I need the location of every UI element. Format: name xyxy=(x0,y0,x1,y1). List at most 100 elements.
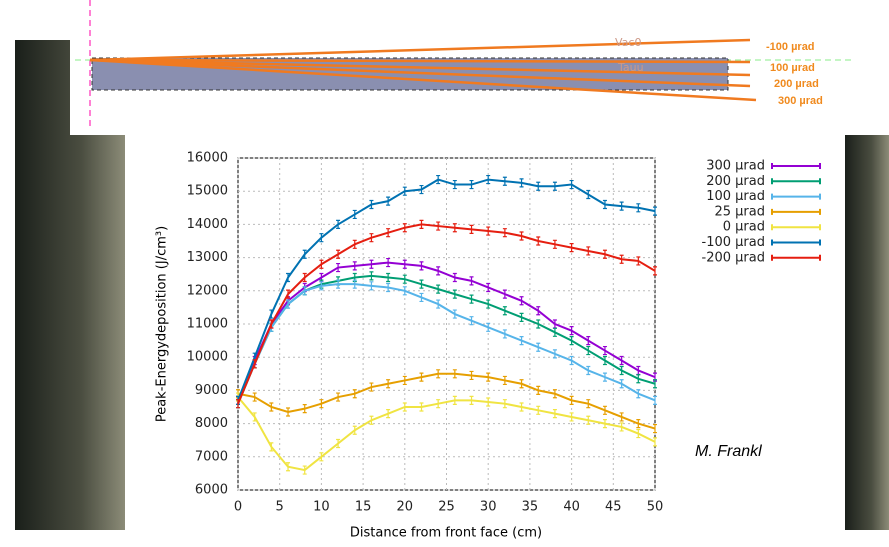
legend-swatch xyxy=(771,254,821,261)
error-bar xyxy=(636,256,641,266)
error-bar xyxy=(419,261,424,271)
error-bar xyxy=(653,423,657,434)
error-bar xyxy=(653,206,657,216)
error-bar xyxy=(569,326,574,336)
error-bar xyxy=(352,425,357,435)
series-line xyxy=(237,396,656,472)
y-tick-label: 11000 xyxy=(187,317,228,332)
error-bar xyxy=(352,209,357,220)
error-bar xyxy=(586,336,591,346)
error-bar xyxy=(469,276,474,286)
error-bar xyxy=(336,219,341,229)
legend-swatch xyxy=(771,178,821,185)
x-axis-title: Distance from front face (cm) xyxy=(350,526,542,541)
error-bar xyxy=(302,286,307,296)
y-tick-label: 6000 xyxy=(195,483,228,498)
error-bar xyxy=(569,336,574,346)
error-bar xyxy=(252,392,257,402)
error-bar xyxy=(653,379,657,389)
vacuum-label: Vac0 xyxy=(615,36,641,49)
error-bar xyxy=(386,409,391,419)
error-bar xyxy=(336,279,341,289)
error-bar xyxy=(436,299,441,309)
error-bar xyxy=(419,184,424,195)
y-tick-label: 8000 xyxy=(195,416,228,431)
error-bar xyxy=(386,272,391,283)
error-bar xyxy=(602,199,607,210)
error-bar xyxy=(502,375,507,386)
y-tick-label: 13000 xyxy=(187,250,228,265)
error-bar xyxy=(319,259,324,269)
x-tick-label: 30 xyxy=(480,500,497,515)
x-tick-label: 5 xyxy=(276,500,284,515)
legend-swatch xyxy=(771,163,821,169)
beam-label: 100 µrad xyxy=(770,62,815,74)
error-bar xyxy=(636,428,641,439)
error-bar xyxy=(386,228,391,238)
error-bar xyxy=(602,405,607,415)
error-bar xyxy=(502,399,507,409)
error-bar xyxy=(369,415,374,425)
error-bar xyxy=(619,412,624,422)
error-bar xyxy=(569,395,574,405)
legend-label: 200 µrad xyxy=(706,174,765,189)
legend-label: 100 µrad xyxy=(706,189,765,204)
error-bar xyxy=(386,196,391,206)
error-bar xyxy=(452,223,457,233)
error-bar xyxy=(252,359,257,369)
error-bar xyxy=(552,327,557,337)
error-bar xyxy=(402,223,407,233)
x-tick-label: 40 xyxy=(563,500,580,515)
error-bar xyxy=(586,415,591,425)
error-bar xyxy=(636,389,641,399)
error-bar xyxy=(402,286,407,296)
error-bar xyxy=(419,292,424,303)
y-tick-label: 9000 xyxy=(195,383,228,398)
error-bar xyxy=(302,272,307,283)
error-bar xyxy=(236,399,240,409)
y-axis-title: Peak-Energydeposition (J/cm³) xyxy=(155,226,170,422)
error-bar xyxy=(653,437,657,447)
x-tick-label: 15 xyxy=(355,500,372,515)
error-bar xyxy=(386,257,391,268)
credit: M. Frankl xyxy=(695,443,762,460)
error-bar xyxy=(452,309,457,319)
error-bar xyxy=(302,465,307,475)
error-bar xyxy=(502,176,507,186)
error-bar xyxy=(619,355,624,366)
error-bar xyxy=(436,369,441,379)
x-tick-label: 10 xyxy=(313,500,330,515)
error-bar xyxy=(586,246,591,256)
error-bar xyxy=(386,379,391,389)
error-bar xyxy=(602,345,607,356)
error-bar xyxy=(469,370,474,381)
error-bar xyxy=(286,407,291,417)
error-bar xyxy=(369,233,374,243)
error-bar xyxy=(386,282,391,293)
legend-label: -200 µrad xyxy=(702,250,765,265)
error-bar xyxy=(402,375,407,386)
series-line xyxy=(237,372,656,430)
error-bar xyxy=(486,322,491,332)
error-bar xyxy=(352,239,357,249)
legend-swatch xyxy=(771,193,821,200)
x-tick-label: 50 xyxy=(647,500,664,515)
error-bar xyxy=(619,379,624,389)
error-bar xyxy=(469,224,474,234)
error-bar xyxy=(402,259,407,269)
error-bar xyxy=(586,399,591,409)
error-bar xyxy=(552,389,557,399)
error-bar xyxy=(269,309,274,319)
error-bar xyxy=(286,289,291,299)
series-line xyxy=(237,261,656,401)
error-bar xyxy=(536,181,541,191)
error-bar xyxy=(536,306,541,316)
error-bar xyxy=(519,178,524,188)
error-bar xyxy=(552,349,557,359)
error-bar xyxy=(519,231,524,241)
error-bar xyxy=(452,395,457,405)
error-bar xyxy=(319,281,324,291)
error-bar xyxy=(602,249,607,259)
error-bar xyxy=(352,389,357,399)
photo-right xyxy=(845,135,889,530)
